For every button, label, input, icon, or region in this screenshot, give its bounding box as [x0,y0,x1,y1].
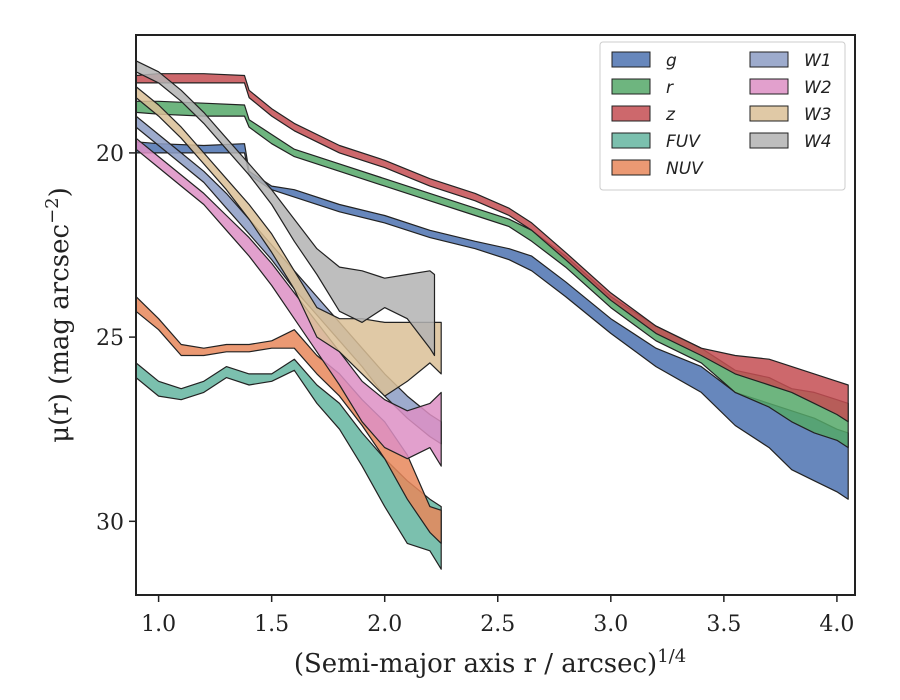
x-axis-label-text: (Semi-major axis r / arcsec) [294,649,657,679]
y-axis-label-close: ) [45,187,75,197]
y-tick-label: 20 [96,142,124,167]
series-band-r [135,100,849,449]
x-tick-label: 1.0 [141,612,176,637]
x-tick-label: 1.5 [254,612,289,637]
series-band-w3 [135,85,442,397]
legend: grz FUV NUV W1 W2 W3 W4 [599,41,846,191]
x-tick-label: 3.0 [593,612,628,637]
legend-label-nuv: NUV [666,159,704,179]
x-axis-label-exponent: 1/4 [657,646,686,667]
legend-swatch-z [611,105,651,122]
y-axis-label: μ(r) (mag arcsec−2) [42,187,75,443]
legend-label-g: g [666,51,677,71]
legend-label-z: z [665,105,676,125]
series-band-w2 [135,137,442,467]
legend-swatch-nuv [611,159,651,176]
y-axis-label-group: μ(r) (mag arcsec−2) [42,187,75,443]
series-layer [135,60,849,570]
x-tick-label: 2.5 [480,612,515,637]
x-tick-label: 4.0 [819,612,854,637]
legend-swatch-w3 [749,105,789,122]
legend-label-w3: W3 [804,105,832,125]
x-tick-label: 2.0 [367,612,402,637]
legend-swatch-w4 [749,132,789,149]
series-band-z [135,73,849,423]
y-axis-label-exponent: −2 [42,197,63,224]
legend-swatch-w1 [749,51,789,68]
legend-swatch-w2 [749,78,789,95]
legend-swatch-r [611,78,651,95]
legend-label-w1: W1 [804,51,832,71]
legend-label-w4: W4 [804,132,832,152]
legend-label-r: r [666,78,674,98]
legend-swatch-fuv [611,132,651,149]
series-band-fuv [135,358,442,570]
x-axis-label: (Semi-major axis r / arcsec)1/4 [294,646,686,679]
y-tick-label: 30 [96,510,124,535]
legend-label-fuv: FUV [666,132,701,152]
plot-frame [135,34,856,596]
series-band-w4 [135,60,436,357]
y-axis-label-text: μ(r) (mag arcsec [45,224,75,443]
y-axis-ticks: 20 25 30 [96,142,136,535]
y-tick-label: 25 [96,326,124,351]
series-band-g [135,141,849,500]
x-axis-ticks: 1.0 1.5 2.0 2.5 3.0 3.5 4.0 [141,595,854,637]
x-tick-label: 3.5 [706,612,741,637]
legend-swatch-g [611,51,651,68]
legend-label-w2: W2 [804,78,832,98]
